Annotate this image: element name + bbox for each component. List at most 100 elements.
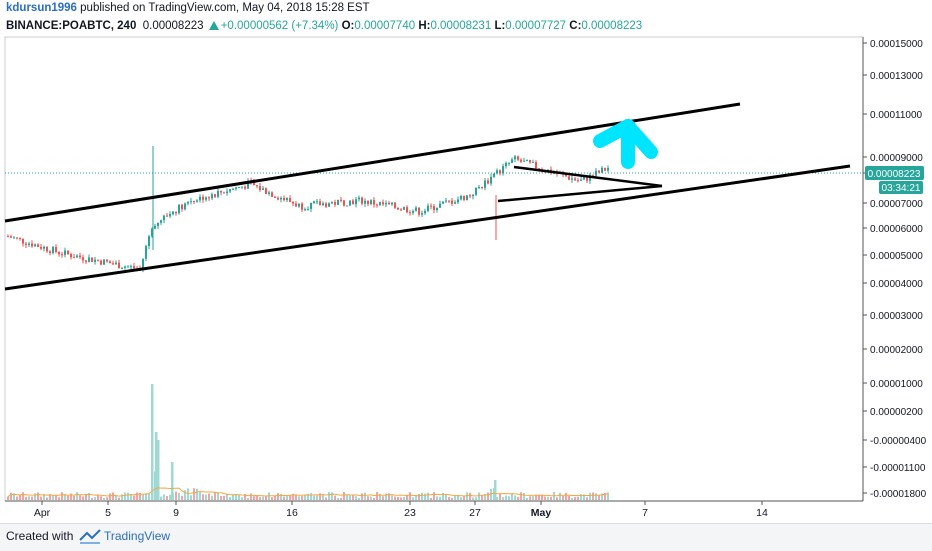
time-tick-label: 14 xyxy=(756,507,768,519)
time-tick-label: 27 xyxy=(469,507,481,519)
volume-bar xyxy=(370,496,372,500)
candle-body xyxy=(259,186,261,190)
volume-bar xyxy=(385,493,387,500)
time-tick-label: 23 xyxy=(404,507,416,519)
time-tick-label: May xyxy=(531,507,552,519)
candle-body xyxy=(40,246,42,249)
volume-bar xyxy=(460,497,462,500)
volume-bar xyxy=(313,495,315,500)
high-label: H: xyxy=(418,20,431,32)
price-chart[interactable]: 0.00015000 0.00013000 0.00011000 0.00009000… xyxy=(0,0,932,523)
candle-body xyxy=(574,178,576,181)
candle-body xyxy=(34,244,36,247)
candle-body xyxy=(7,236,9,238)
volume-bar xyxy=(40,496,42,500)
volume-bar xyxy=(148,493,150,500)
channel-upper-line[interactable] xyxy=(4,102,741,223)
candle-body xyxy=(37,244,39,247)
tradingview-link[interactable]: TradingView xyxy=(104,529,171,543)
candle-body xyxy=(361,197,363,204)
candle-body xyxy=(301,203,303,210)
candle-body xyxy=(364,200,366,204)
candle-body xyxy=(535,162,537,169)
candle-body xyxy=(169,214,171,217)
candle-body xyxy=(445,200,447,202)
price-tick-label: 0.00009000 xyxy=(870,153,923,164)
candle-body xyxy=(400,209,402,211)
candle-body xyxy=(310,202,312,209)
volume-bar xyxy=(208,493,210,500)
volume-bar xyxy=(487,492,489,500)
channel-lower-line[interactable] xyxy=(4,164,851,291)
volume-bar xyxy=(232,494,234,500)
candle-body xyxy=(520,159,522,162)
volume-bar xyxy=(409,492,411,500)
volume-bar xyxy=(397,496,399,500)
candle-body xyxy=(274,196,276,198)
volume-bars xyxy=(7,384,609,500)
candle-body xyxy=(199,196,201,201)
candle-body xyxy=(244,186,246,189)
volume-bar xyxy=(73,495,75,500)
candle-body xyxy=(316,201,318,203)
candle-body xyxy=(187,201,189,204)
volume-bar xyxy=(64,494,66,500)
volume-bar xyxy=(388,493,390,500)
volume-bar xyxy=(538,495,540,500)
volume-bar xyxy=(34,493,36,500)
candle-body xyxy=(247,181,249,189)
volume-bar xyxy=(139,493,141,500)
volume-bar xyxy=(418,494,420,500)
candle-body xyxy=(268,192,270,194)
candle-body xyxy=(157,222,159,226)
volume-bar xyxy=(142,494,144,500)
candle-body xyxy=(388,202,390,205)
volume-bar xyxy=(166,495,168,500)
volume-bar xyxy=(70,493,72,500)
volume-bar xyxy=(31,496,33,500)
volume-bar xyxy=(403,497,405,500)
volume-bar xyxy=(586,497,588,500)
volume-bar xyxy=(484,493,486,500)
volume-bar xyxy=(46,497,48,500)
volume-bar xyxy=(298,496,300,500)
tradingview-logo-icon[interactable] xyxy=(79,528,101,544)
change-value: +0.00000562 (+7.34%) xyxy=(220,20,339,32)
triangle-lower-line[interactable] xyxy=(497,184,663,203)
candle-body xyxy=(583,176,585,180)
volume-bar xyxy=(514,495,516,500)
time-badge xyxy=(879,181,923,194)
volume-bar xyxy=(16,496,18,500)
volume-bar xyxy=(241,497,243,500)
candle-body xyxy=(181,204,183,210)
price-badge xyxy=(865,166,924,180)
candle-body xyxy=(238,187,240,189)
volume-bar xyxy=(322,494,324,500)
volume-bar xyxy=(319,493,321,500)
volume-bar xyxy=(13,493,15,500)
volume-bar xyxy=(472,497,474,500)
triangle-upper-line[interactable] xyxy=(513,165,663,188)
price-tick-label: 0.00007000 xyxy=(870,199,923,210)
footer-bar: Created with TradingView xyxy=(0,523,932,551)
candle-body xyxy=(112,263,114,265)
candle-body xyxy=(475,187,477,195)
volume-bar xyxy=(421,492,423,500)
candle-body xyxy=(148,236,150,247)
candle-body xyxy=(349,200,351,206)
volume-bar xyxy=(22,492,24,500)
volume-bar xyxy=(277,493,279,500)
volume-bar xyxy=(382,496,384,500)
symbol-label: BINANCE:POABTC, 240 xyxy=(6,20,137,32)
volume-bar xyxy=(511,493,513,500)
volume-bar xyxy=(340,497,342,500)
volume-bar xyxy=(178,492,180,500)
target-arrow-icon[interactable] xyxy=(593,119,658,169)
volume-bar xyxy=(556,497,558,500)
volume-bar xyxy=(193,488,195,500)
price-badge-text: 0.00008223 xyxy=(868,169,921,180)
candle-body xyxy=(202,196,204,200)
volume-bar xyxy=(82,496,84,500)
volume-bar xyxy=(124,492,126,500)
author-link[interactable]: kdursun1996 xyxy=(6,2,77,14)
